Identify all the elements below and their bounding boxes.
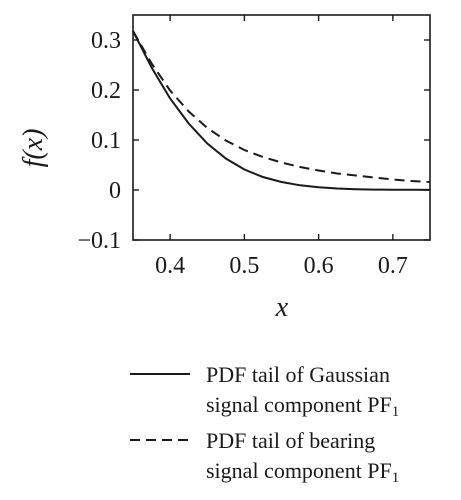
legend-label-bearing-line2: signal component PF bbox=[206, 458, 392, 483]
legend-label-bearing: PDF tail of bearing signal component PF1 bbox=[206, 426, 461, 493]
y-tick-label: 0.3 bbox=[91, 28, 121, 54]
legend-label-gaussian-subscript: 1 bbox=[391, 404, 400, 420]
legend-label-gaussian: PDF tail of Gaussian signal component PF… bbox=[206, 360, 461, 427]
y-tick-label: 0.2 bbox=[91, 78, 121, 104]
y-axis-label: f(x) bbox=[18, 129, 49, 168]
series-line-gaussian bbox=[132, 30, 431, 191]
y-tick-label: 0.1 bbox=[91, 128, 121, 154]
plot-frame bbox=[132, 14, 431, 241]
series-line-bearing bbox=[132, 30, 431, 183]
legend-label-gaussian-line1: PDF tail of Gaussian bbox=[206, 362, 390, 387]
x-tick-label: 0.5 bbox=[229, 253, 259, 279]
legend-item-gaussian: PDF tail of Gaussian signal component PF… bbox=[130, 360, 460, 426]
legend: PDF tail of Gaussian signal component PF… bbox=[130, 360, 460, 492]
x-tick-label: 0.4 bbox=[155, 253, 185, 279]
legend-label-bearing-subscript: 1 bbox=[391, 470, 400, 486]
y-tick-label: 0 bbox=[109, 178, 121, 204]
y-tick-label: −0.1 bbox=[77, 228, 121, 254]
legend-label-bearing-line1: PDF tail of bearing bbox=[206, 428, 376, 453]
chart: 0.4 0.5 0.6 0.7 −0.1 0 0.1 0.2 0.3 f(x) x bbox=[18, 14, 431, 323]
x-tick-label: 0.6 bbox=[304, 253, 334, 279]
x-axis-label: x bbox=[275, 292, 289, 323]
legend-item-bearing: PDF tail of bearing signal component PF1 bbox=[130, 426, 460, 492]
x-tick-label: 0.7 bbox=[378, 253, 408, 279]
legend-swatch-solid bbox=[130, 373, 190, 375]
plot-area: 0.4 0.5 0.6 0.7 −0.1 0 0.1 0.2 0.3 bbox=[77, 14, 431, 279]
legend-swatch-dashed bbox=[130, 439, 190, 441]
legend-label-gaussian-line2: signal component PF bbox=[206, 392, 392, 417]
